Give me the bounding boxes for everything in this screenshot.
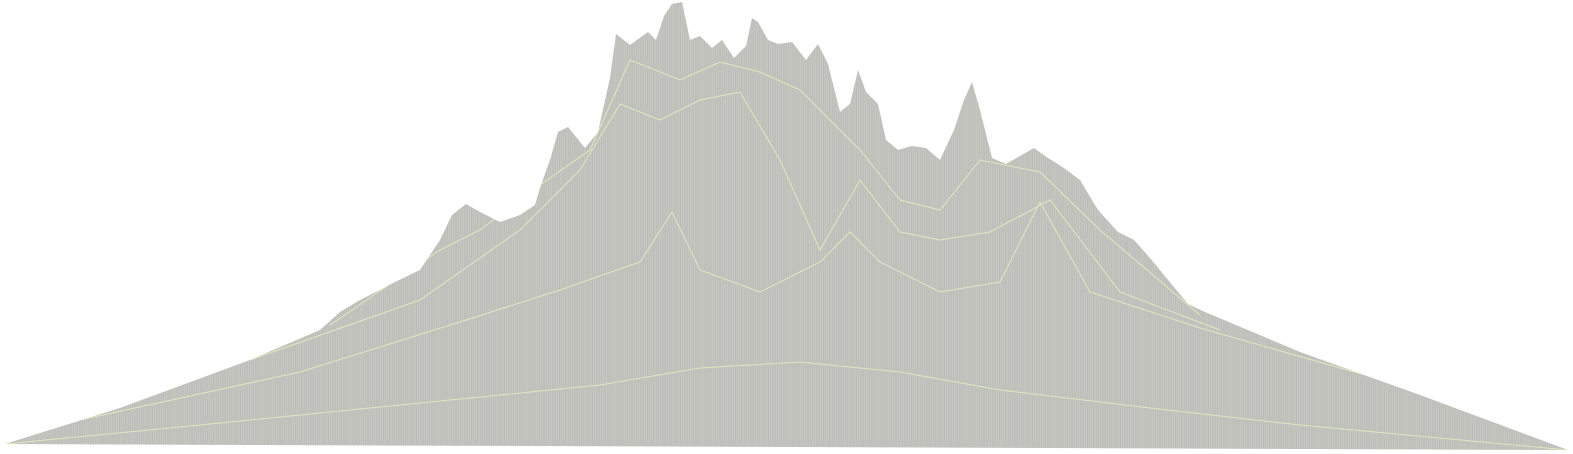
ridge-line-mid-high [249,91,1221,361]
ridge-line-mid-low [79,200,1401,421]
ridge-line-front [5,361,1568,450]
